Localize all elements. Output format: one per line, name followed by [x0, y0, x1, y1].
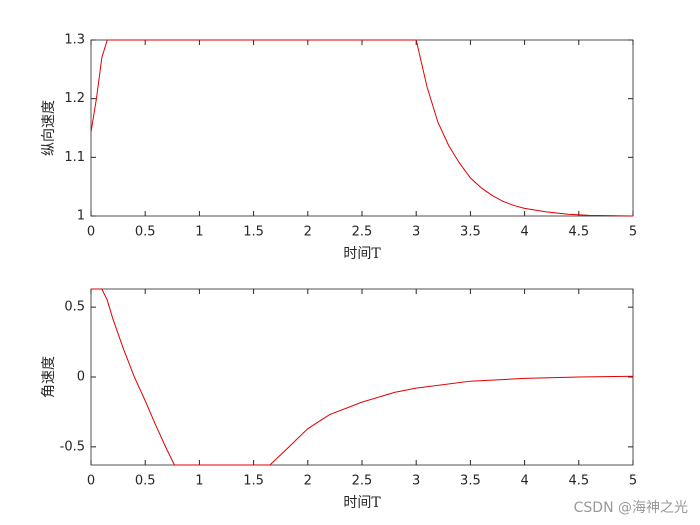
y-tick-label: 1	[77, 209, 85, 224]
x-tick-label: 4.5	[568, 225, 589, 240]
x-axis-label: 时间T	[343, 495, 381, 511]
axes-box	[90, 39, 634, 217]
x-axis-label: 时间T	[343, 246, 381, 262]
x-tick-label: 0.5	[135, 474, 156, 489]
x-tick-label: 0	[87, 225, 95, 240]
x-tick-label: 4.5	[568, 474, 589, 489]
x-tick-label: 3	[412, 225, 420, 240]
x-tick-label: 2	[304, 474, 312, 489]
x-tick-label: 1.5	[243, 474, 264, 489]
x-tick-label: 3.5	[460, 225, 481, 240]
x-tick-label: 5	[629, 474, 637, 489]
y-tick-label: 0	[77, 370, 85, 385]
x-tick-label: 4	[520, 225, 528, 240]
y-tick-label: 1.3	[64, 33, 85, 48]
watermark: CSDN @海神之光	[574, 500, 688, 516]
x-tick-label: 0.5	[135, 225, 156, 240]
x-tick-label: 4	[520, 474, 528, 489]
y-tick-label: -0.5	[60, 439, 85, 454]
x-tick-label: 0	[87, 474, 95, 489]
x-tick-label: 1	[195, 225, 203, 240]
y-tick-label: 1.1	[64, 150, 85, 165]
x-tick-label: 1	[195, 474, 203, 489]
x-tick-label: 2.5	[352, 225, 373, 240]
x-tick-label: 5	[629, 225, 637, 240]
x-tick-label: 3.5	[460, 474, 481, 489]
y-axis-label: 纵向速度	[41, 100, 57, 156]
y-tick-label: 0.5	[64, 300, 85, 315]
axes-box	[90, 288, 634, 466]
x-tick-label: 2.5	[352, 474, 373, 489]
x-tick-label: 1.5	[243, 225, 264, 240]
x-tick-label: 2	[304, 225, 312, 240]
y-axis-label: 角速度	[41, 356, 57, 398]
data-line	[90, 39, 634, 217]
data-line	[91, 288, 634, 466]
x-tick-label: 3	[412, 474, 420, 489]
y-tick-label: 1.2	[64, 91, 85, 106]
